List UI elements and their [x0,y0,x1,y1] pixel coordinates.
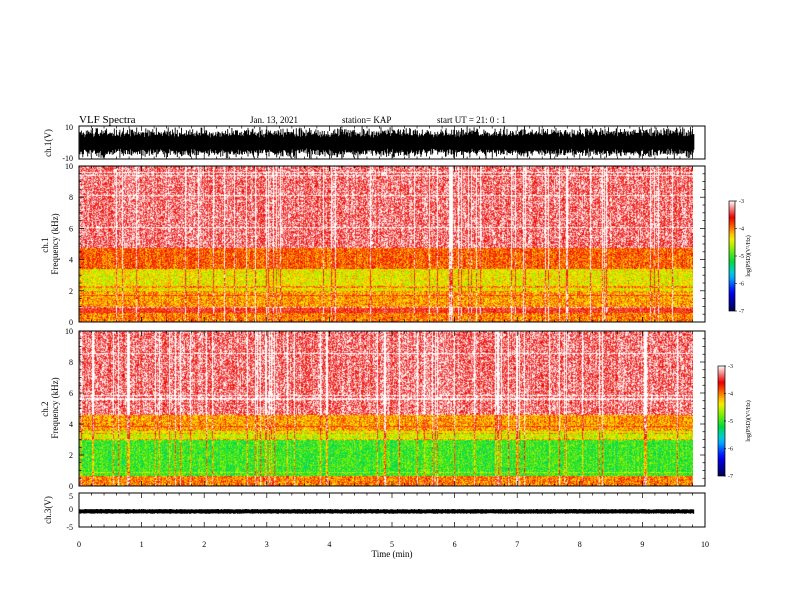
ch3-waveform-panel: 5 0 -5 ch.3(V) [43,492,706,532]
freq-tick-label: 0 [69,318,73,327]
ch1-colorbar-ticks: -3 -4 -5 -6 -7 [735,199,744,315]
colorbar-tick-label: -7 [728,474,733,480]
ch3-waveform-ticks [78,493,706,527]
ch1-waveform-ticks [78,126,706,159]
ch2-ylabel-line2: Frequency (kHz) [50,377,60,438]
colorbar-tick-label: -4 [739,227,744,233]
ch1-ylabel-line2: Frequency (kHz) [50,213,60,274]
time-axis-tick-labels: 0 1 2 3 4 5 6 7 8 9 10 [77,540,709,549]
time-tick-label: 6 [453,540,457,549]
ch1-ylabel-line1: ch.1 [40,238,50,253]
freq-tick-label: 2 [69,287,73,296]
time-tick-label: 0 [77,540,81,549]
time-axis-label: Time (min) [372,549,413,559]
station-label: station= KAP [342,115,391,125]
ch3-ylabel: ch.3(V) [43,496,53,524]
colorbar-tick-label: -5 [728,419,733,425]
freq-tick-label: 6 [69,224,73,233]
ch1-colorbar-label: log(PSD)(V²/Hz) [745,235,752,276]
ch1-ytick-top: 10 [65,123,73,132]
ch2-colorbar-label: log(PSD)(V²/Hz) [745,400,752,441]
start-time-label: start UT = 21: 0 : 1 [437,115,506,125]
ch1-colorbar [729,201,735,311]
freq-tick-label: 4 [69,256,73,265]
ch1-spectrogram-ylabel-channel: ch.1 Frequency (kHz) [40,213,60,274]
colorbar-tick-label: -3 [739,199,744,205]
ch3-ytick-mid: 0 [69,505,73,514]
colorbar-tick-label: -4 [728,392,733,398]
ch1-waveform-panel: 10 -10 ch.1(V) [43,123,706,163]
ch3-ytick-top: 5 [69,492,73,501]
time-tick-label: 10 [701,540,709,549]
ch2-ylabel-line1: ch.2 [40,402,50,417]
time-tick-label: 7 [515,540,519,549]
time-tick-label: 5 [390,540,394,549]
ch1-ytick-bottom: -10 [62,154,73,163]
freq-tick-label: 6 [69,389,73,398]
ch2-spectrogram-xticks [78,331,706,486]
time-tick-label: 8 [578,540,582,549]
ch2-spectrogram-ylabel: ch.2 Frequency (kHz) [40,377,60,438]
ch2-spectrogram-image [79,331,693,486]
date-label: Jan. 13, 2021 [250,115,298,125]
time-tick-label: 2 [202,540,206,549]
ch3-ytick-bottom: -5 [66,523,73,532]
freq-tick-label: 10 [65,162,73,171]
colorbar-tick-label: -3 [728,364,733,370]
freq-tick-label: 10 [65,327,73,336]
ch1-waveform-trace [79,126,695,159]
time-tick-label: 9 [640,540,644,549]
freq-tick-label: 8 [69,358,73,367]
freq-tick-label: 4 [69,420,73,429]
ch1-frequency-ticks: 0 2 4 6 8 10 [65,162,705,327]
freq-tick-label: 8 [69,193,73,202]
ch2-frequency-ticks: 0 2 4 6 8 10 [65,327,705,491]
colorbar-tick-label: -6 [728,447,733,453]
ch1-spectrogram-image [79,166,693,322]
ch2-colorbar-ticks: -3 -4 -5 -6 -7 [724,364,733,480]
freq-tick-label: 0 [69,482,73,491]
colorbar-tick-label: -5 [739,254,744,260]
figure-title: VLF Spectra [79,114,136,126]
colorbar-tick-label: -7 [739,309,744,315]
ch1-ylabel: ch.1(V) [43,129,53,157]
freq-tick-label: 2 [69,451,73,460]
ch1-spectrogram-xticks [78,166,706,322]
ch3-waveform-trace [79,509,695,514]
colorbar-tick-label: -6 [739,282,744,288]
time-tick-label: 1 [140,540,144,549]
ch2-colorbar [718,366,725,476]
time-tick-label: 4 [327,540,331,549]
time-tick-label: 3 [265,540,269,549]
